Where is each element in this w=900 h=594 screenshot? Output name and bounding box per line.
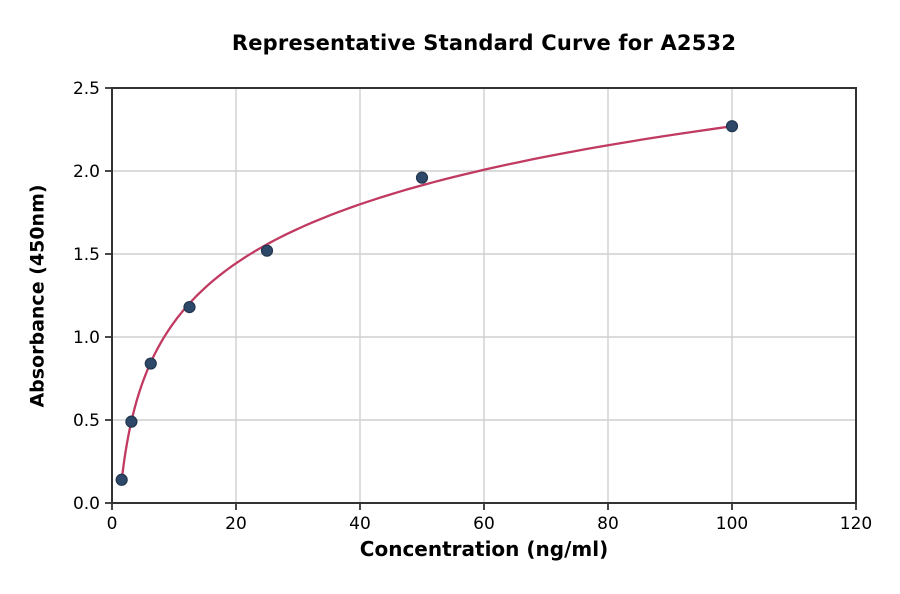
x-axis-label: Concentration (ng/ml): [359, 537, 609, 561]
data-point-marker: [183, 301, 196, 314]
y-tick-label: 0.5: [73, 411, 100, 431]
x-tick-label: 20: [225, 514, 247, 534]
x-tick-label: 80: [597, 514, 619, 534]
y-tick-label: 1.5: [73, 245, 100, 265]
y-tick-label: 1.0: [73, 328, 100, 348]
chart-title: Representative Standard Curve for A2532: [231, 31, 737, 55]
data-point-marker: [125, 415, 138, 428]
data-point-marker: [725, 120, 739, 133]
x-tick-label: 40: [349, 514, 371, 534]
data-point-marker: [260, 244, 274, 257]
data-point-marker: [115, 473, 128, 486]
x-tick-label: 120: [840, 514, 872, 534]
x-tick-label: 100: [716, 514, 748, 534]
x-tick-label: 0: [107, 514, 118, 534]
y-axis-label: Absorbance (450nm): [27, 183, 50, 408]
data-point-marker: [144, 357, 157, 370]
y-axis-label-wrap: Absorbance (450nm): [10, 88, 66, 503]
y-tick-label: 2.5: [73, 79, 100, 99]
x-tick-label: 60: [473, 514, 495, 534]
y-tick-label: 2.0: [73, 162, 100, 182]
data-point-marker: [415, 171, 429, 184]
y-tick-label: 0.0: [73, 494, 100, 514]
